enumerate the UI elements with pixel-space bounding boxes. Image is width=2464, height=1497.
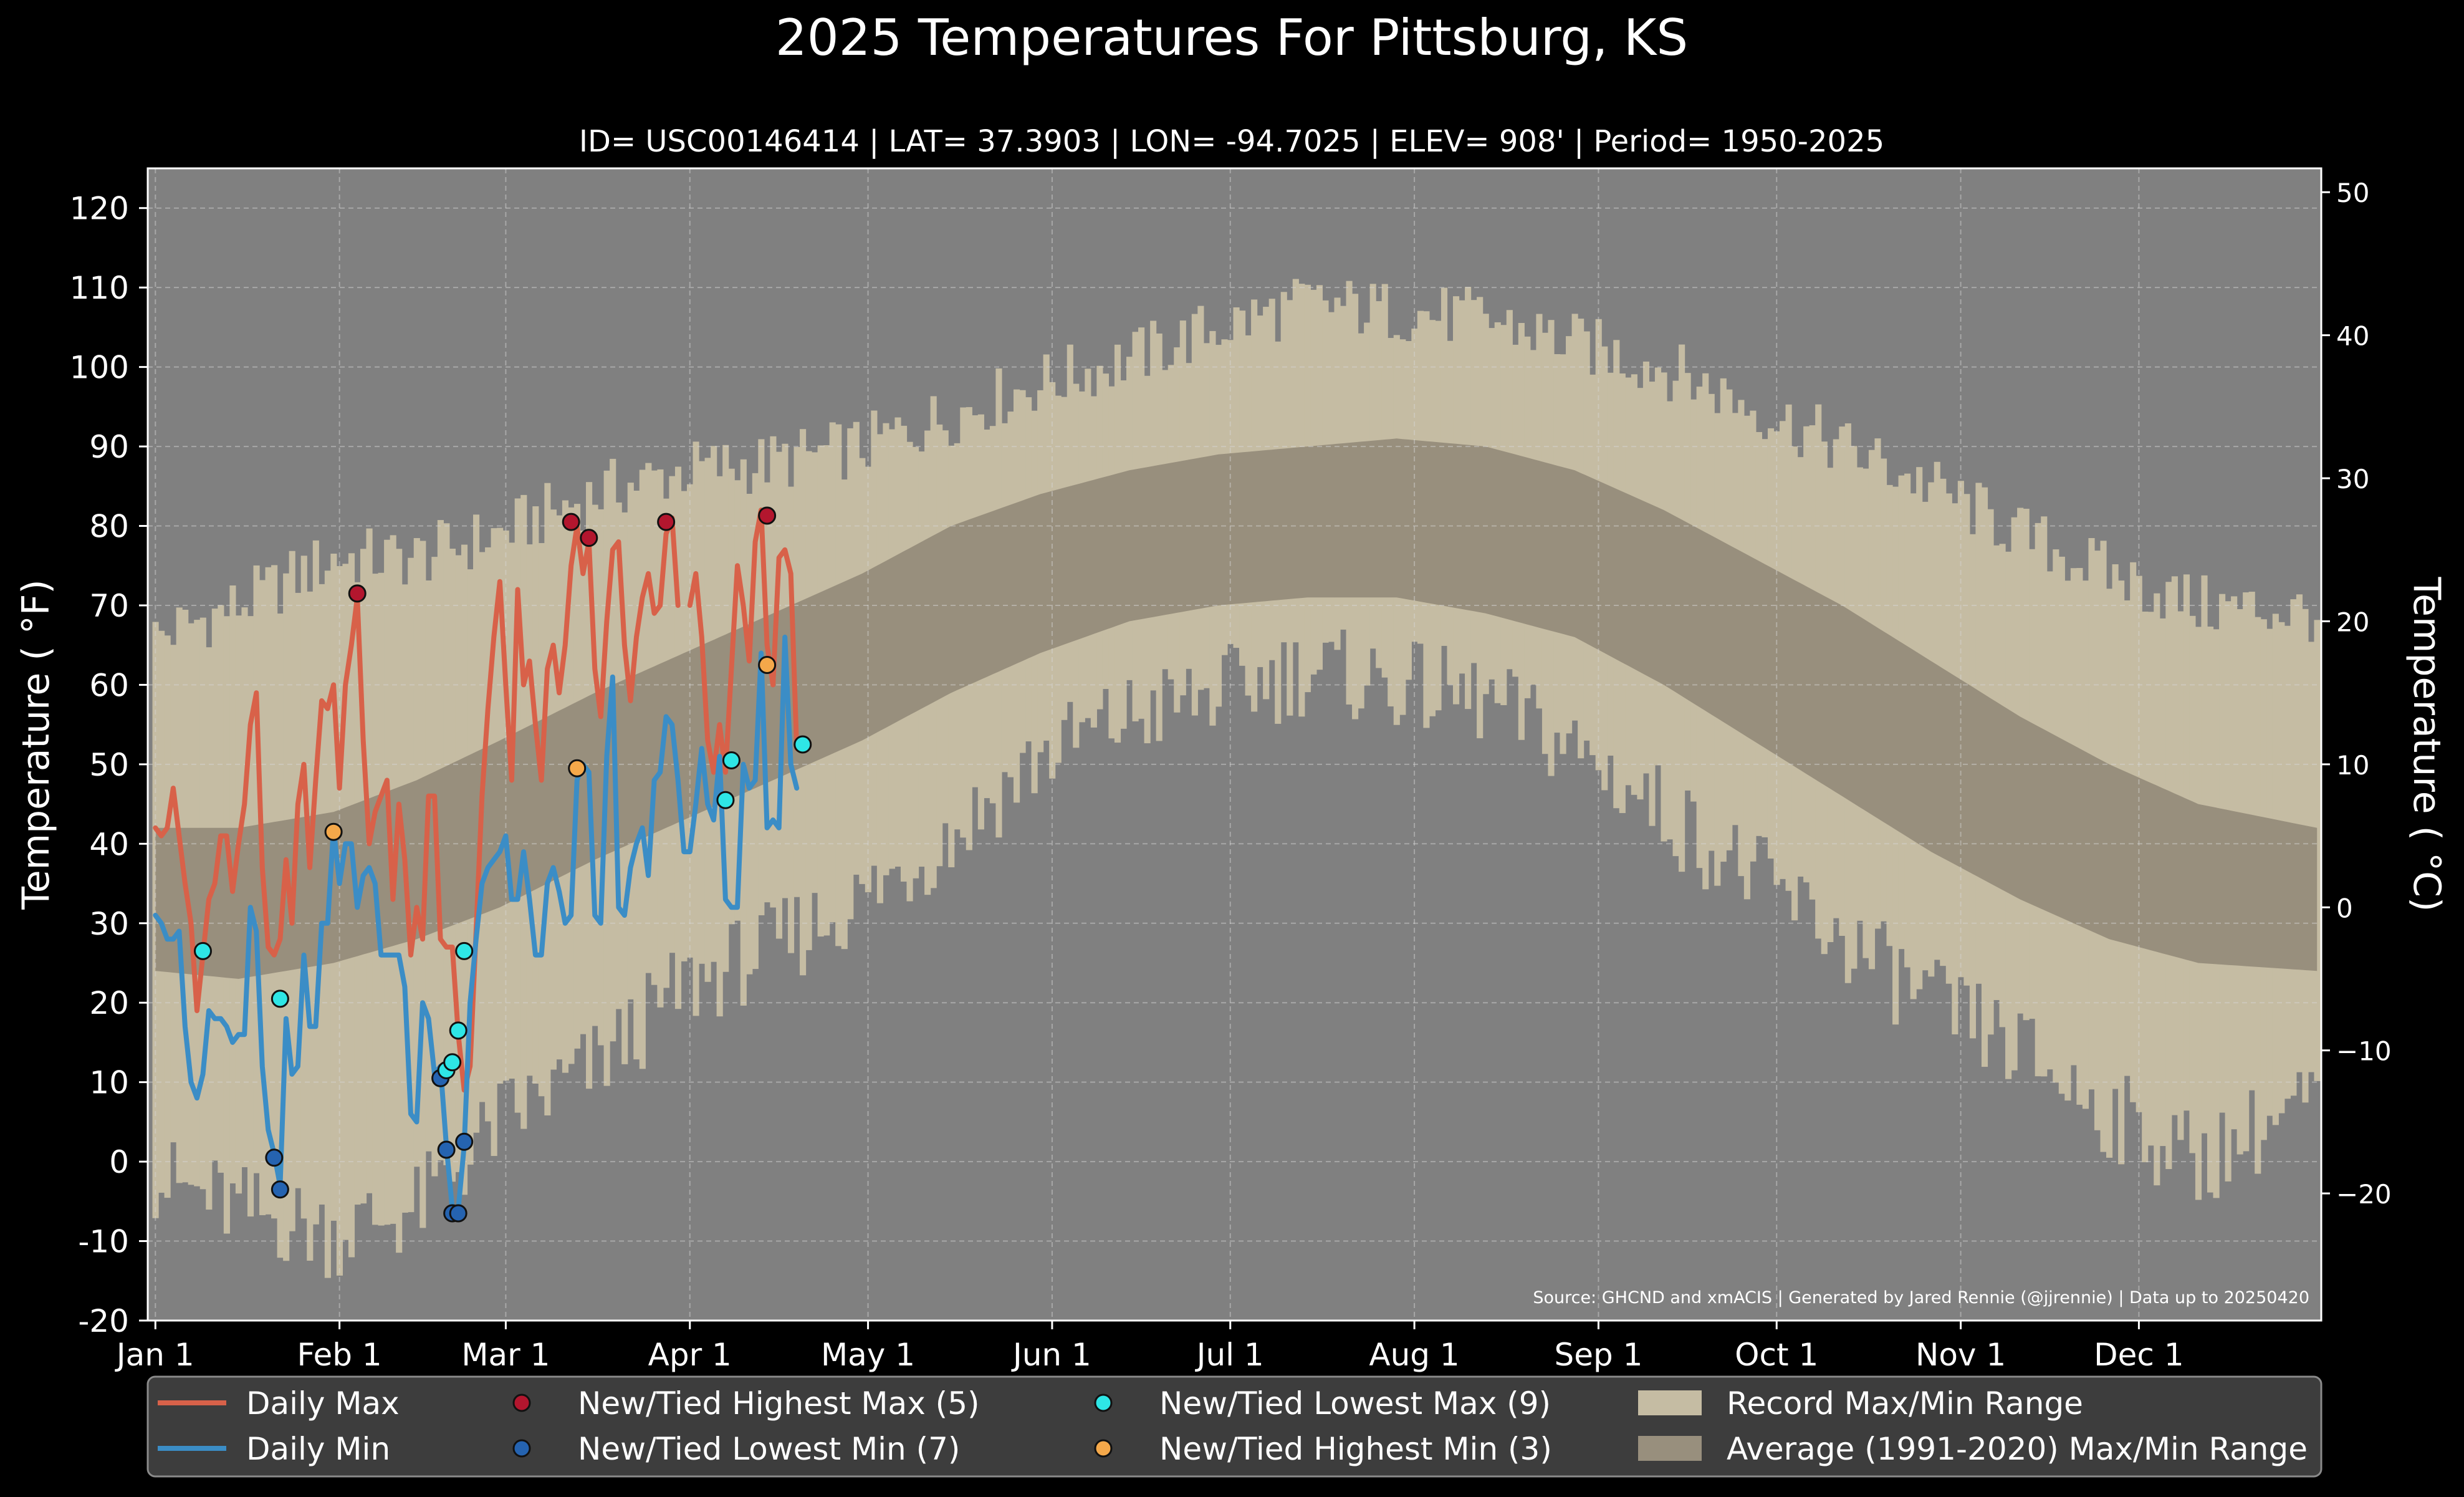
plot-frame — [146, 167, 2323, 1322]
y-tick-label: -10 — [78, 1224, 129, 1260]
average-range-band-shape — [155, 438, 2318, 979]
x-tick-label: Jul 1 — [1195, 1337, 1264, 1373]
y-tick-label: 70 — [89, 588, 129, 624]
record-range-bar — [2314, 620, 2321, 1081]
x-tick-label: Sep 1 — [1554, 1337, 1642, 1373]
y-tick-label: 0 — [109, 1144, 129, 1180]
legend-swatch-patch — [1638, 1390, 1702, 1415]
y-tick-label: 120 — [70, 191, 129, 227]
lowest-min-marker — [455, 1132, 474, 1151]
average-range-band — [155, 438, 2318, 979]
highest-min-marker — [758, 656, 777, 675]
x-tick-label: Aug 1 — [1369, 1337, 1459, 1373]
y-tick-label: -20 — [78, 1303, 129, 1339]
y-axis-label-left: Temperature ( °F) — [14, 579, 58, 910]
highest-max-marker — [758, 506, 777, 525]
daily-max-line — [687, 508, 800, 775]
x-tick-label: Jun 1 — [1011, 1337, 1091, 1373]
plot-area: Source: GHCND and xmACIS | Generated by … — [146, 167, 2323, 1322]
lowest-min-marker — [271, 1180, 289, 1199]
y-axis-right: −20 −10 0 10 20 30 40 50 — [2321, 178, 2392, 1210]
x-tick-label: May 1 — [821, 1337, 915, 1373]
legend-swatch-dot — [1094, 1394, 1113, 1412]
x-tick-label: Jan 1 — [115, 1337, 194, 1373]
x-tick-label: Oct 1 — [1735, 1337, 1818, 1373]
y-tick-label: 50 — [89, 747, 129, 783]
lowest-max-marker — [443, 1053, 462, 1072]
highest-max-marker — [657, 513, 676, 531]
y2-tick-label: 30 — [2336, 464, 2369, 494]
y-tick-label: 20 — [89, 985, 129, 1021]
legend-label: New/Tied Highest Min (3) — [1159, 1431, 1552, 1467]
y2-tick-label: 40 — [2336, 321, 2369, 352]
highest-min-marker — [568, 759, 587, 777]
source-note: Source: GHCND and xmACIS | Generated by … — [1533, 1288, 2309, 1307]
legend: Daily Max Daily Min New/Tied Highest Max (… — [146, 1375, 2323, 1478]
y2-tick-label: 0 — [2336, 893, 2353, 923]
y-tick-label: 10 — [89, 1065, 129, 1101]
y2-tick-label: −10 — [2336, 1036, 2392, 1067]
legend-swatch-dot — [512, 1439, 531, 1458]
chart-title: 2025 Temperatures For Pittsburg, KS — [775, 9, 1688, 67]
y-tick-label: 60 — [89, 667, 129, 703]
y2-tick-label: 20 — [2336, 607, 2369, 637]
record-markers — [194, 506, 812, 1223]
lowest-min-marker — [265, 1148, 284, 1167]
y-tick-label: 40 — [89, 826, 129, 862]
chart-subtitle: ID= USC00146414 | LAT= 37.3903 | LON= -9… — [579, 124, 1884, 159]
x-tick-label: Nov 1 — [1915, 1337, 2006, 1373]
legend-swatch-patch — [1638, 1436, 1702, 1461]
x-tick-label: Feb 1 — [297, 1337, 382, 1373]
y-tick-label: 80 — [89, 509, 129, 545]
lowest-max-marker — [716, 791, 735, 809]
y-tick-label: 30 — [89, 906, 129, 942]
legend-label: New/Tied Lowest Max (9) — [1159, 1385, 1551, 1422]
y2-tick-label: −20 — [2336, 1179, 2392, 1210]
x-tick-label: Mar 1 — [461, 1337, 550, 1373]
y2-tick-label: 10 — [2336, 750, 2369, 781]
legend-swatch-dot — [512, 1394, 531, 1412]
y-tick-label: 90 — [89, 429, 129, 465]
lowest-min-marker — [449, 1204, 467, 1223]
y-axis-label-right: Temperature ( °C) — [2405, 577, 2448, 912]
gridlines — [148, 168, 2321, 1321]
lowest-min-marker — [437, 1140, 456, 1159]
y2-tick-label: 50 — [2336, 178, 2369, 208]
lowest-max-marker — [722, 751, 741, 769]
lowest-max-marker — [793, 735, 812, 754]
daily-min-line — [153, 634, 800, 1212]
legend-label: New/Tied Lowest Min (7) — [578, 1431, 960, 1467]
lowest-max-marker — [455, 941, 474, 960]
series-lines — [153, 508, 800, 1212]
legend-label: Daily Max — [246, 1385, 400, 1422]
legend-box — [146, 1375, 2323, 1478]
y-axis-left: -20 -10 0 10 20 30 40 50 60 70 80 90 100 110 120 — [70, 191, 148, 1339]
legend-label: Daily Min — [246, 1431, 390, 1467]
daily-max-line — [153, 515, 681, 1093]
lowest-max-marker — [271, 989, 289, 1008]
legend-swatch-dot — [1094, 1439, 1113, 1458]
x-tick-label: Dec 1 — [2094, 1337, 2184, 1373]
legend-label: New/Tied Highest Max (5) — [578, 1385, 980, 1422]
lowest-max-marker — [194, 941, 213, 960]
highest-min-marker — [324, 822, 343, 841]
x-tick-label: Apr 1 — [648, 1337, 732, 1373]
legend-label: Average (1991-2020) Max/Min Range — [1727, 1431, 2308, 1467]
highest-max-marker — [348, 584, 367, 603]
y-tick-label: 110 — [70, 270, 129, 306]
lowest-max-marker — [449, 1021, 467, 1040]
y-tick-label: 100 — [70, 350, 129, 386]
highest-max-marker — [562, 513, 580, 531]
legend-label: Record Max/Min Range — [1727, 1385, 2083, 1422]
highest-max-marker — [580, 529, 598, 547]
x-axis: Jan 1 Feb 1 Mar 1 Apr 1 May 1 Jun 1 Jul 1 Aug 1… — [115, 1321, 2184, 1373]
